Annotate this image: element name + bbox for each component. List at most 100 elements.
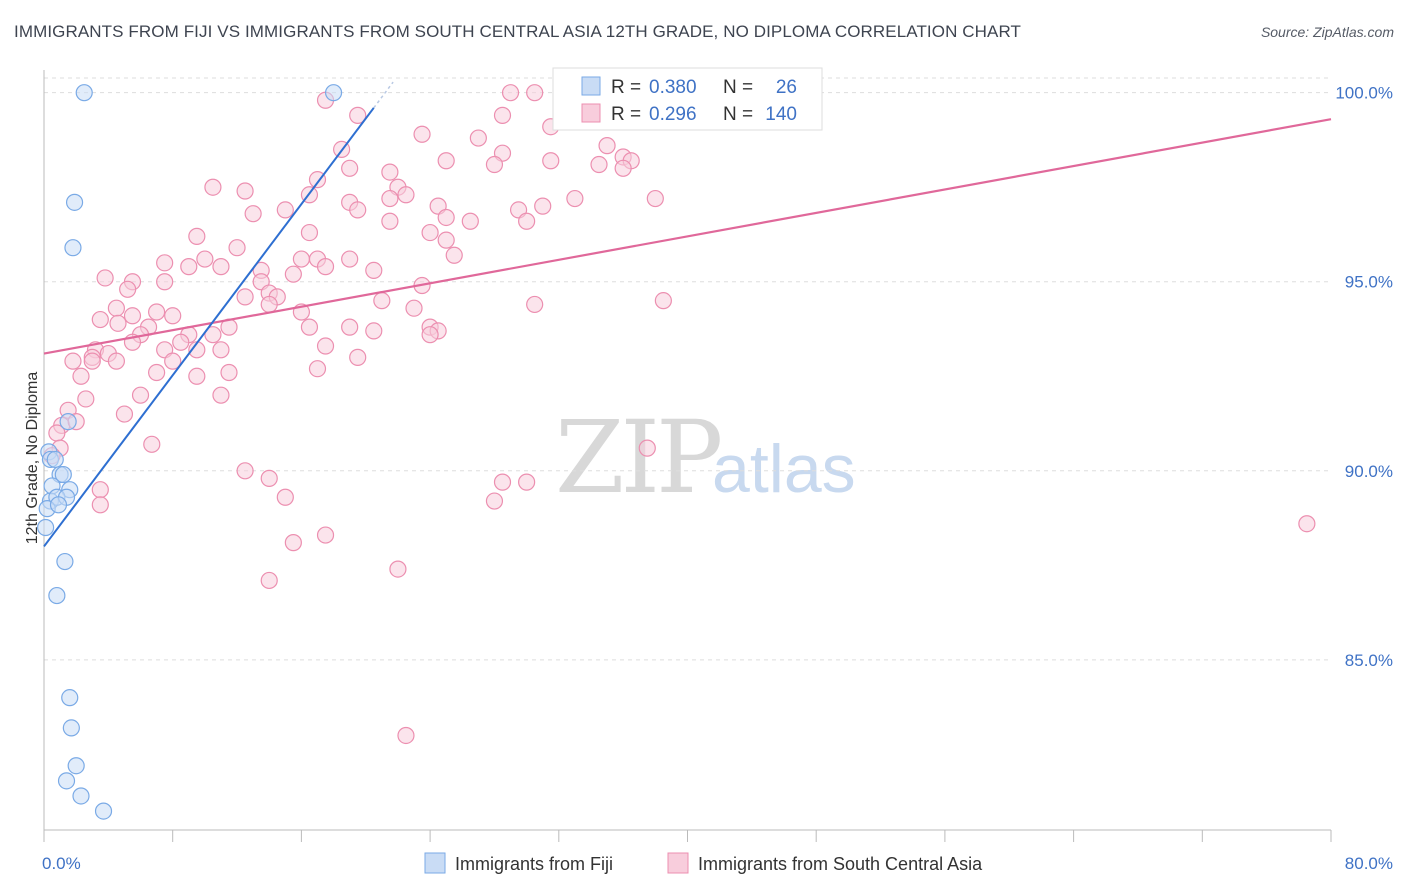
point-fiji <box>56 552 74 571</box>
point-sca <box>156 273 174 291</box>
point-sca <box>349 201 367 219</box>
point-sca <box>107 352 125 370</box>
legend-n-label-fiji: N = <box>723 77 753 98</box>
point-sca <box>316 258 335 276</box>
point-sca <box>188 227 206 245</box>
point-sca <box>598 137 616 155</box>
chart-source: Source: ZipAtlas.com <box>1260 24 1394 40</box>
point-sca <box>365 322 383 340</box>
point-sca <box>485 492 504 510</box>
point-sca <box>212 341 230 359</box>
y-tick-label: 95.0% <box>1345 273 1393 292</box>
legend-n-label-sca: N = <box>723 104 753 125</box>
point-sca <box>590 155 608 174</box>
point-sca <box>107 299 125 317</box>
point-sca <box>397 726 415 745</box>
bottom-legend-label-sca[interactable]: Immigrants from South Central Asia <box>698 854 983 874</box>
series-fiji-points <box>37 84 343 820</box>
point-sca <box>526 295 544 314</box>
point-sca <box>646 189 664 208</box>
point-sca <box>349 348 367 366</box>
point-sca <box>196 250 214 268</box>
point-sca <box>308 171 327 189</box>
legend-n-value-sca: 140 <box>765 104 797 125</box>
point-sca <box>437 152 455 170</box>
x-tick-label: 80.0% <box>1345 854 1393 873</box>
bottom-legend-swatch-sca[interactable] <box>667 852 689 874</box>
point-sca <box>204 326 222 344</box>
watermark-zip: ZIP <box>555 399 720 516</box>
point-sca <box>164 352 182 370</box>
legend-r-label-sca: R = <box>611 104 641 125</box>
legend-r-label-fiji: R = <box>611 77 641 98</box>
point-sca <box>212 386 230 404</box>
point-sca <box>381 163 399 181</box>
y-tick-label: 100.0% <box>1335 84 1393 103</box>
point-sca <box>236 182 254 200</box>
y-tick-labels: 85.0% 90.0% 95.0% 100.0% <box>1335 84 1393 670</box>
y-tick-label: 90.0% <box>1345 462 1393 481</box>
point-sca <box>260 295 278 314</box>
point-sca <box>204 178 222 196</box>
point-sca <box>341 250 359 268</box>
point-sca <box>77 390 95 408</box>
x-tick-labels: 0.0% 80.0% <box>42 854 1393 873</box>
point-sca <box>148 303 166 321</box>
point-sca <box>236 288 254 306</box>
bottom-legend-swatch-fiji[interactable] <box>424 852 446 874</box>
series-sca-points <box>43 84 1316 745</box>
stats-legend: R = 0.380 N = 26 R = 0.296 N = 140 <box>552 67 823 131</box>
point-fiji <box>72 787 90 805</box>
point-sca <box>445 246 463 264</box>
point-sca <box>469 129 487 147</box>
point-sca <box>381 189 399 208</box>
point-sca <box>421 223 439 242</box>
point-sca <box>300 223 319 242</box>
point-sca <box>188 367 206 385</box>
point-sca <box>389 560 407 578</box>
point-sca <box>308 360 327 378</box>
point-fiji <box>67 757 85 775</box>
point-sca <box>437 231 455 249</box>
point-sca <box>381 212 399 230</box>
point-sca <box>461 212 479 230</box>
point-sca <box>638 439 656 457</box>
y-tick-label: 85.0% <box>1345 651 1393 670</box>
point-fiji <box>37 518 55 537</box>
point-sca <box>316 337 335 355</box>
point-sca <box>276 488 294 506</box>
point-fiji <box>65 193 84 211</box>
point-sca <box>91 481 109 499</box>
series-legend: Immigrants from Fiji Immigrants from Sou… <box>424 852 983 874</box>
legend-n-value-fiji: 26 <box>776 77 797 98</box>
point-sca <box>143 435 161 453</box>
point-fiji <box>48 586 66 605</box>
point-sca <box>654 292 672 310</box>
point-sca <box>526 84 544 102</box>
point-sca <box>260 571 278 590</box>
point-sca <box>156 254 174 272</box>
point-fiji <box>62 719 80 737</box>
point-sca <box>614 159 632 177</box>
point-sca <box>534 197 552 215</box>
point-sca <box>109 314 127 332</box>
point-fiji <box>324 84 343 102</box>
point-sca <box>518 212 536 230</box>
point-sca <box>96 269 114 287</box>
watermark: ZIP atlas <box>555 399 856 516</box>
bottom-legend-label-fiji[interactable]: Immigrants from Fiji <box>455 854 613 874</box>
legend-swatch-sca <box>581 103 601 123</box>
y-axis-title: 12th Grade, No Diploma <box>24 372 41 545</box>
trend-line-fiji <box>43 107 375 548</box>
point-sca <box>365 261 383 279</box>
point-sca <box>276 201 294 219</box>
watermark-atlas: atlas <box>712 431 856 507</box>
point-sca <box>1298 515 1316 533</box>
point-sca <box>413 125 431 143</box>
point-sca <box>260 469 278 487</box>
point-fiji <box>64 239 82 257</box>
point-sca <box>349 106 367 124</box>
point-sca <box>341 318 359 336</box>
point-sca <box>123 307 142 325</box>
point-sca <box>316 526 335 544</box>
